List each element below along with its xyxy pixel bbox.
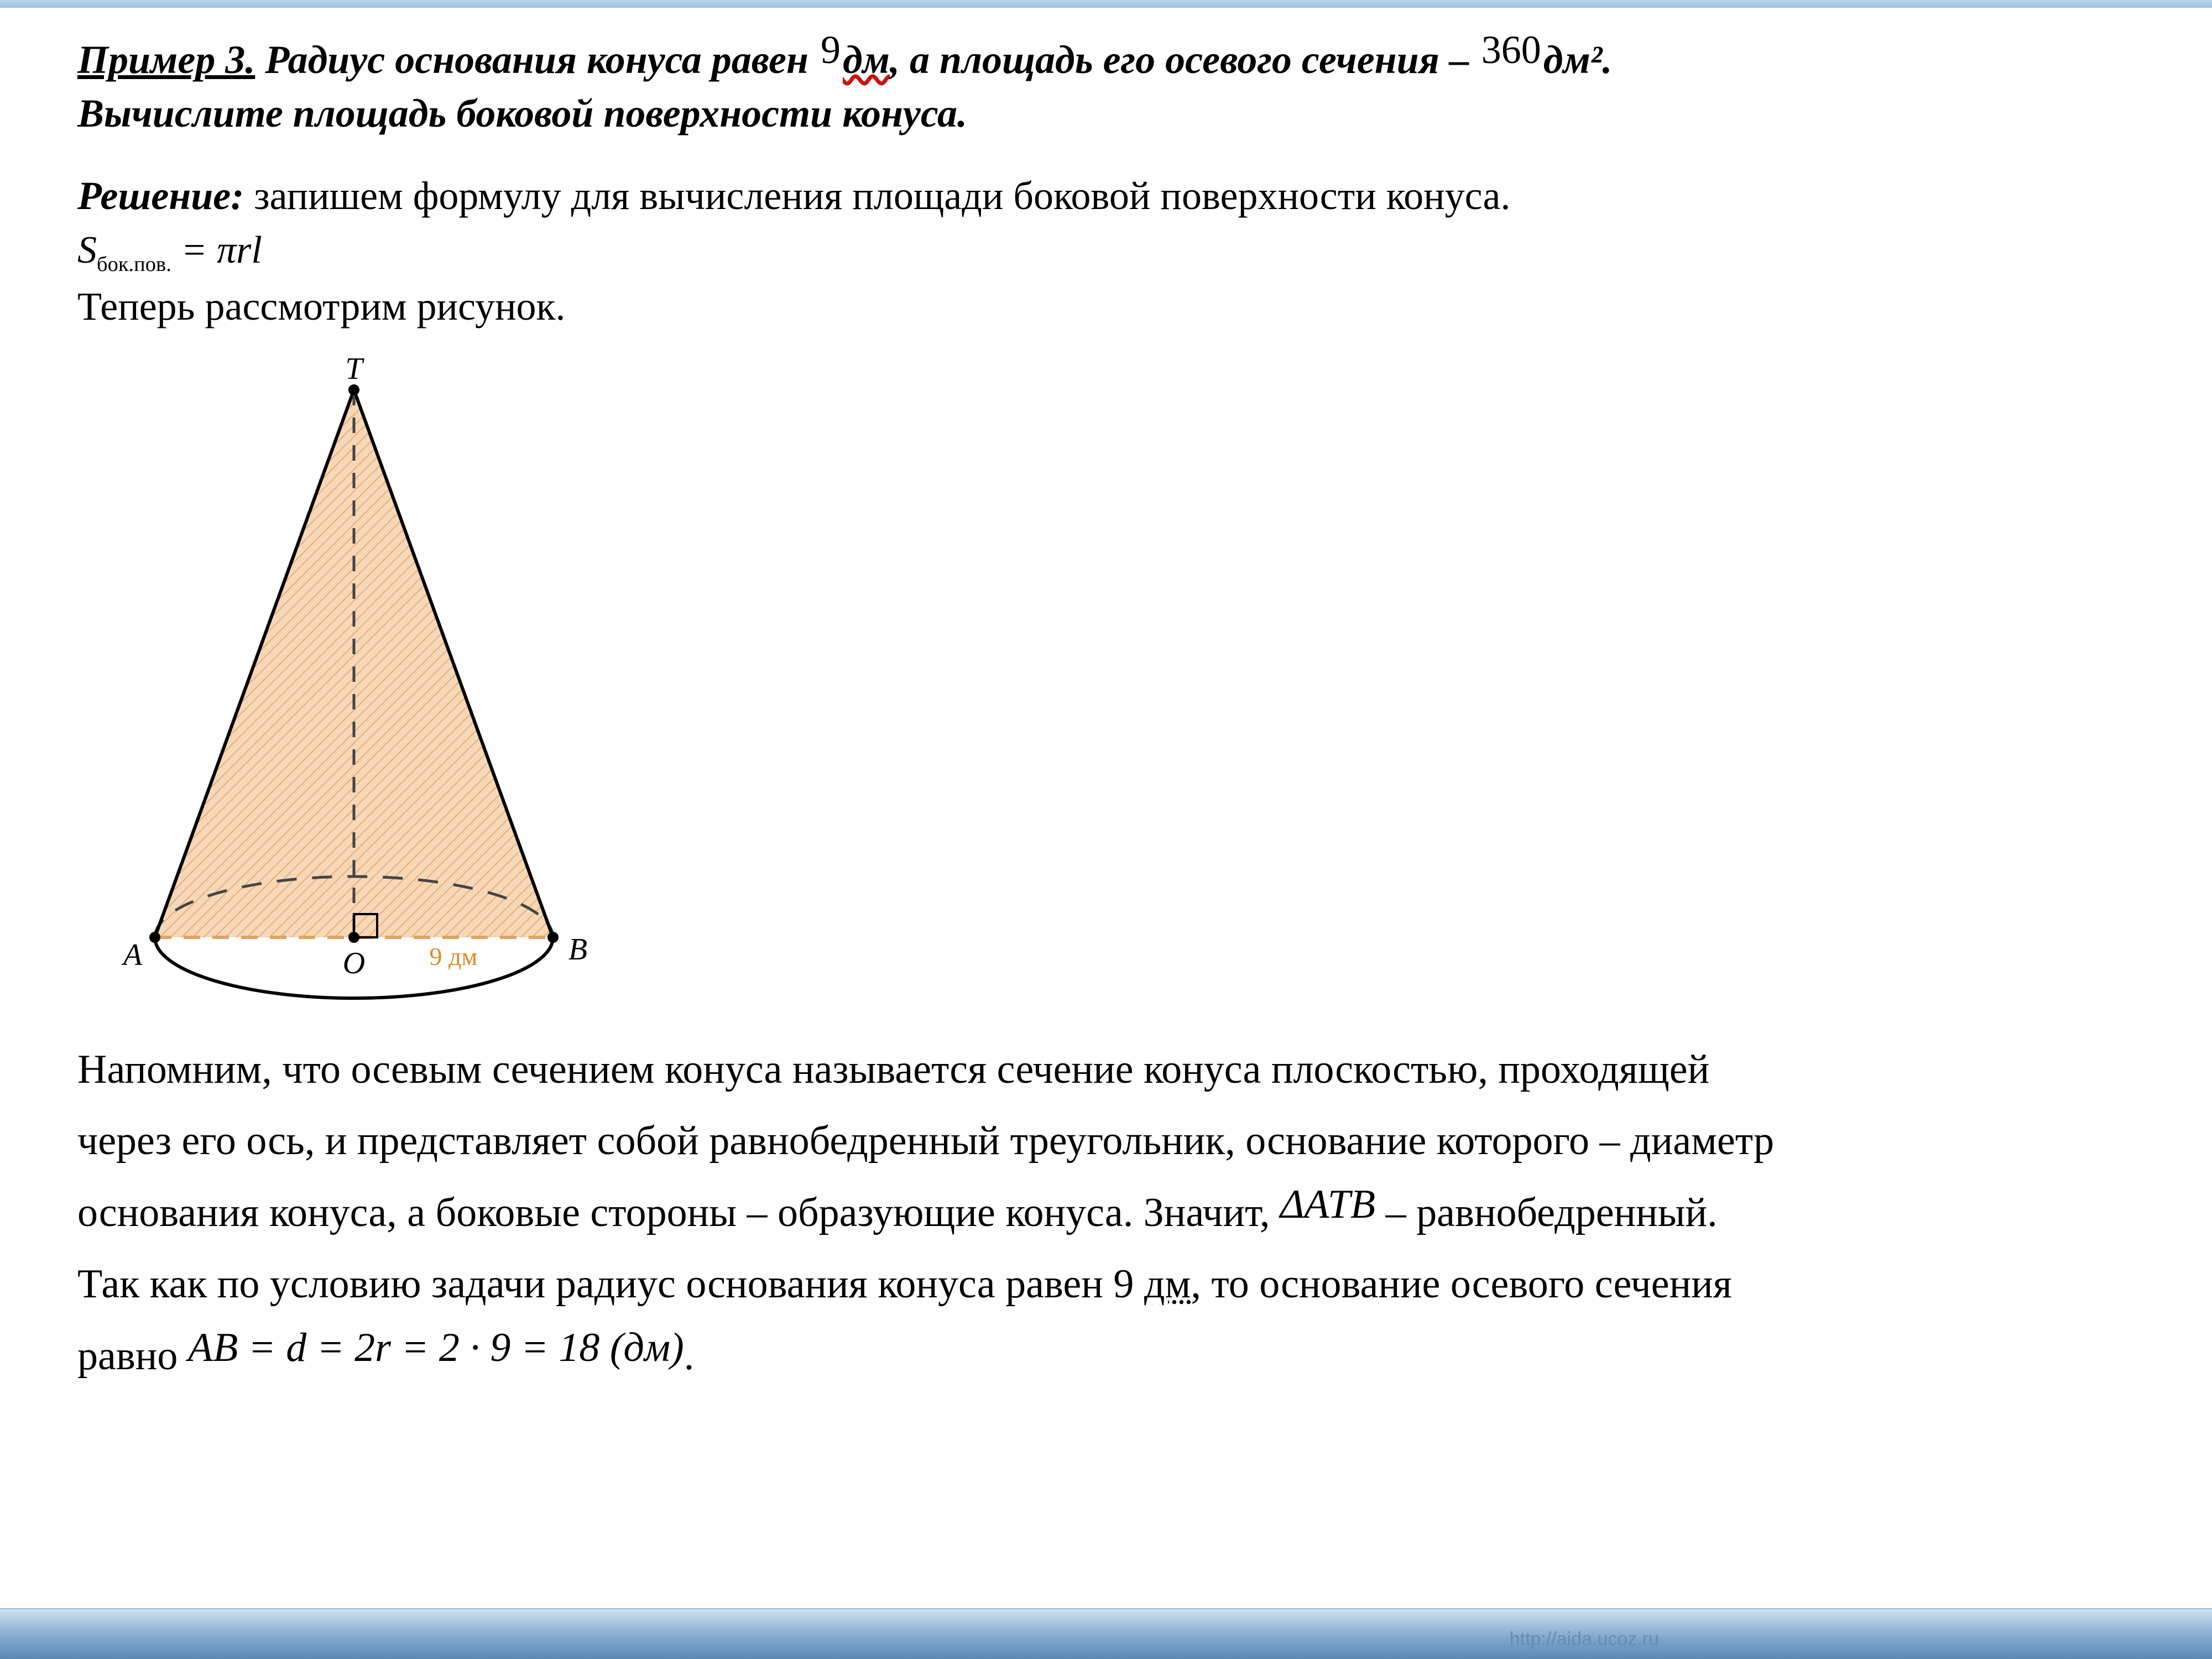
unit-dm-1: дм: [843, 38, 890, 82]
exp-period: .: [684, 1333, 695, 1379]
cone-figure: T A O B 9 дм: [77, 351, 2135, 1018]
exp-3b: , то основание осевого сечения: [1191, 1261, 1731, 1307]
footer-url: http://aida.ucoz.ru: [1510, 1629, 1659, 1650]
problem-line2: Вычислите площадь боковой поверхности ко…: [77, 91, 967, 135]
cone-svg: T A O B 9 дм: [77, 351, 630, 1015]
example-title: Пример 3.: [77, 38, 255, 82]
formula-lhs: S: [77, 229, 97, 272]
radius-label: 9 дм: [429, 942, 477, 971]
solution-intro: запишем формулу для вычисления площади б…: [254, 174, 1510, 218]
exp-2a: основания конуса, а боковые стороны – об…: [77, 1190, 1270, 1235]
solution-line: Решение: запишем формулу для вычисления …: [77, 168, 2135, 224]
explanation: Напомним, что осевым сечением конуса наз…: [77, 1034, 2135, 1392]
label-T: T: [345, 352, 364, 386]
unit-dm2: дм²: [1543, 38, 1603, 82]
formula-rhs: = πrl: [171, 229, 262, 272]
label-B: B: [568, 932, 587, 967]
solution-label: Решение:: [77, 174, 244, 218]
radius-value: 9: [818, 28, 843, 72]
lateral-area-formula: Sбок.пов. = πrl: [77, 228, 2135, 276]
consider-figure: Теперь рассмотрим рисунок.: [77, 279, 2135, 335]
top-accent-bar: [0, 0, 2212, 8]
ab-equation: AB = d = 2r = 2 · 9 = 18 (дм): [188, 1325, 684, 1370]
footer-bar: http://aida.ucoz.ru: [0, 1608, 2212, 1659]
label-O: O: [343, 946, 365, 980]
exp-2b: – равнобедренный.: [1386, 1190, 1718, 1235]
dm-dotted: дм: [1144, 1261, 1191, 1307]
area-value: 360: [1479, 28, 1543, 72]
exp-1a: Напомним, что осевым сечением конуса наз…: [77, 1047, 1709, 1092]
slide: Пример 3. Радиус основания конуса равен …: [0, 0, 2212, 1659]
problem-statement: Пример 3. Радиус основания конуса равен …: [77, 33, 2135, 140]
problem-part2: , а площадь его осевого сечения –: [890, 38, 1469, 82]
label-A: A: [121, 938, 143, 972]
exp-4a: равно: [77, 1333, 188, 1379]
formula-sub: бок.пов.: [97, 253, 171, 276]
problem-part1: Радиус основания конуса равен: [265, 38, 808, 82]
exp-3a: Так как по условию задачи радиус основан…: [77, 1261, 1144, 1307]
triangle-atb: ΔATB: [1280, 1182, 1375, 1227]
exp-1b: через его ось, и представляет собой равн…: [77, 1118, 1774, 1164]
